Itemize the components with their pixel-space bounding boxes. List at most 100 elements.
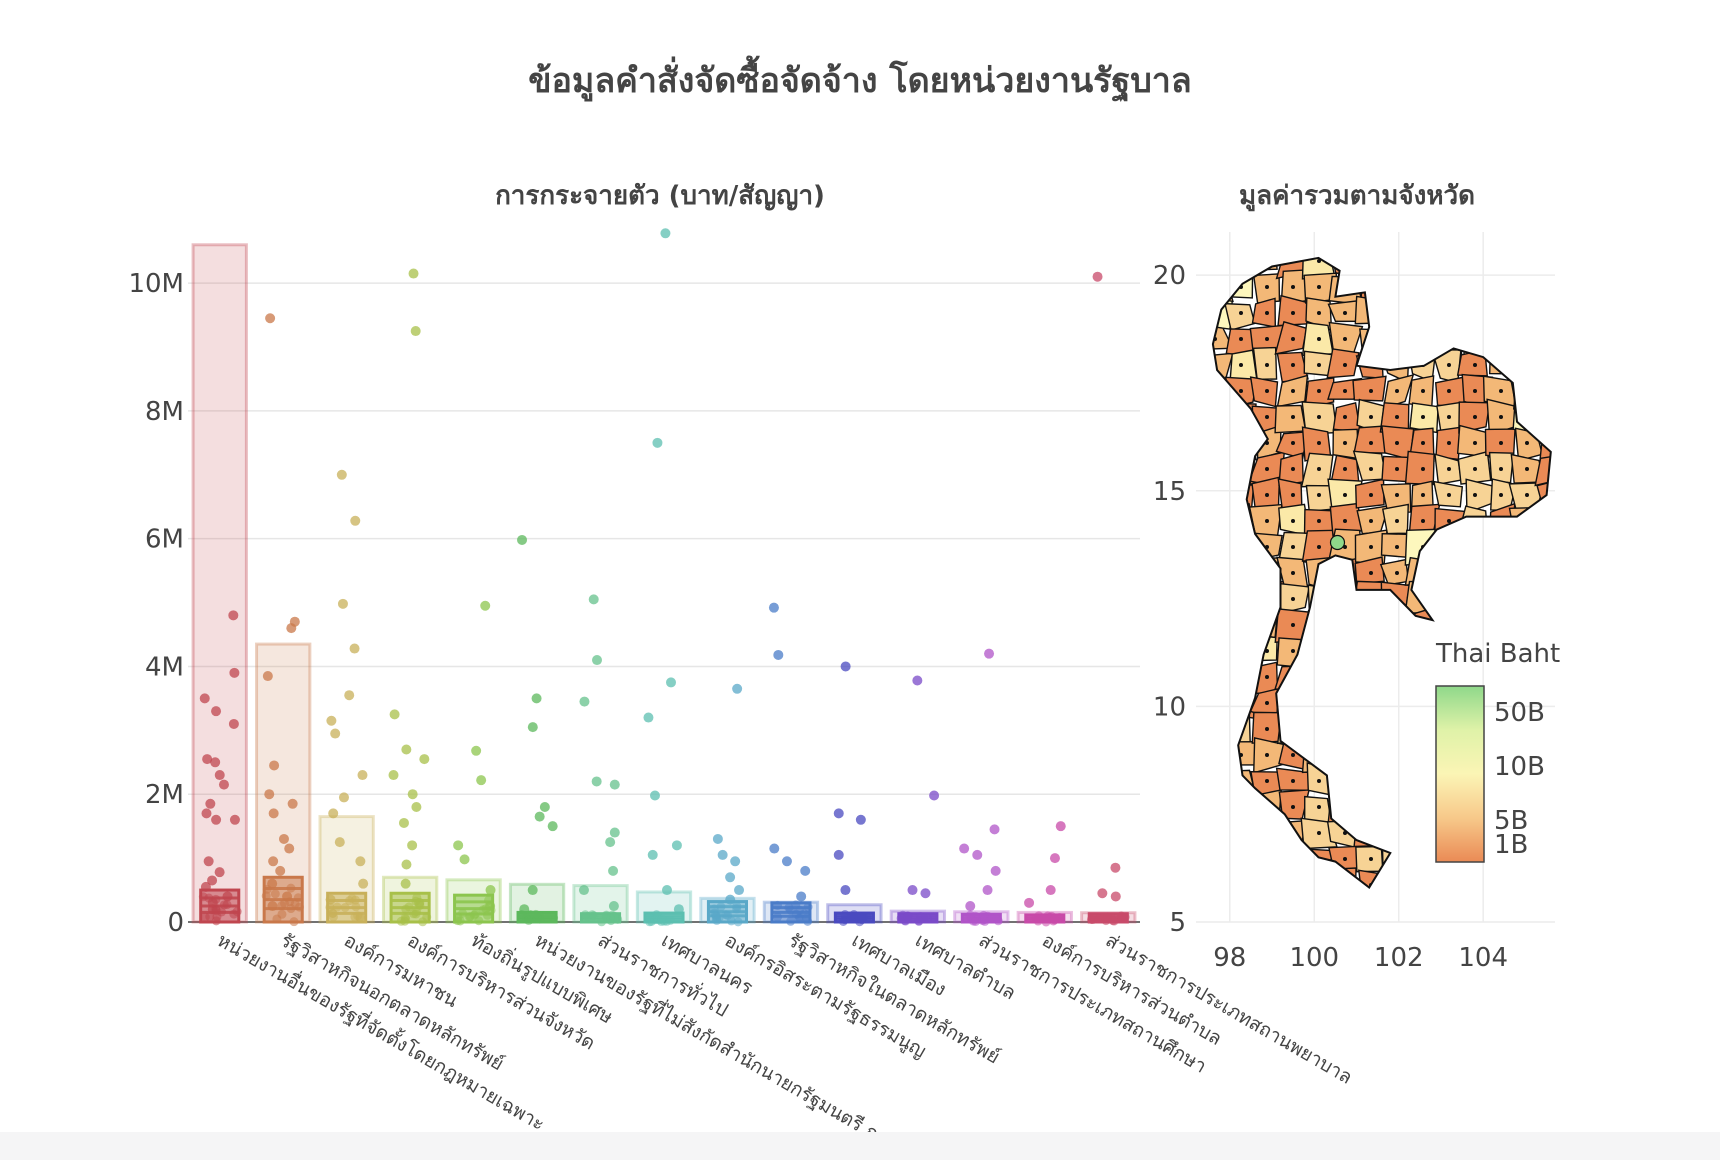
- province-centroid: [1317, 883, 1321, 887]
- data-point: [643, 712, 654, 723]
- province-centroid: [1213, 519, 1217, 523]
- bar-chart-points: [198, 228, 1130, 927]
- province-centroid: [1317, 363, 1321, 367]
- province-centroid: [1239, 545, 1243, 549]
- legend-label: 5B: [1494, 806, 1528, 836]
- province: [1512, 372, 1543, 410]
- province-centroid: [1525, 493, 1529, 497]
- province-centroid: [1473, 571, 1477, 575]
- province: [1456, 609, 1492, 641]
- data-point: [732, 904, 742, 914]
- province-centroid: [1421, 467, 1425, 471]
- data-point: [338, 792, 349, 803]
- province-centroid: [1499, 337, 1503, 341]
- province-centroid: [1343, 441, 1347, 445]
- province-centroid: [1447, 259, 1451, 263]
- province-centroid: [1343, 571, 1347, 575]
- province-centroid: [1395, 493, 1399, 497]
- data-point: [516, 909, 526, 919]
- data-point: [580, 910, 590, 920]
- province-centroid: [1473, 311, 1477, 315]
- province-centroid: [1213, 259, 1217, 263]
- province-centroid: [1239, 831, 1243, 835]
- province-centroid: [1369, 857, 1373, 861]
- province-centroid: [1447, 467, 1451, 471]
- province: [1378, 320, 1416, 351]
- province: [1488, 296, 1518, 326]
- bar-chart-bars: [191, 243, 1137, 924]
- province-centroid: [1369, 233, 1373, 237]
- data-point: [262, 884, 272, 894]
- data-point: [214, 770, 225, 781]
- province: [1356, 711, 1383, 743]
- province-centroid: [1291, 545, 1295, 549]
- province: [1434, 219, 1463, 247]
- province: [1404, 845, 1437, 878]
- data-point: [459, 854, 470, 865]
- data-point: [781, 856, 792, 867]
- data-point: [270, 889, 280, 899]
- province: [1251, 297, 1277, 328]
- province-centroid: [1291, 831, 1295, 835]
- province: [1304, 716, 1332, 744]
- province: [1488, 895, 1519, 928]
- data-point: [398, 817, 409, 828]
- province-centroid: [1369, 519, 1373, 523]
- province-centroid: [1187, 753, 1191, 757]
- province: [1464, 257, 1491, 274]
- province-centroid: [1369, 909, 1373, 913]
- province: [1327, 788, 1364, 824]
- province-centroid: [1369, 545, 1373, 549]
- bottom-scroll-area: [0, 1132, 1720, 1160]
- province: [1430, 257, 1466, 279]
- data-point: [480, 600, 491, 611]
- province: [1175, 347, 1203, 381]
- province-centroid: [1473, 597, 1477, 601]
- data-point: [222, 891, 233, 902]
- province: [1329, 581, 1358, 616]
- data-point: [401, 744, 412, 755]
- y-tick-label: 4M: [145, 652, 184, 682]
- province: [1486, 866, 1519, 888]
- province-centroid: [1343, 779, 1347, 783]
- data-point: [228, 718, 239, 729]
- province-centroid: [1291, 389, 1295, 393]
- province-centroid: [1551, 831, 1555, 835]
- province-centroid: [1551, 415, 1555, 419]
- province-centroid: [1239, 883, 1243, 887]
- province: [1177, 662, 1205, 693]
- province-centroid: [1499, 467, 1503, 471]
- data-point: [401, 859, 412, 870]
- province-centroid: [1447, 597, 1451, 601]
- bar-chart-y-axis: 0 2M 4M 6M 8M 10M: [128, 269, 184, 938]
- data-point: [455, 916, 465, 926]
- data-point: [734, 885, 745, 896]
- data-point: [1037, 913, 1047, 923]
- province-centroid: [1447, 363, 1451, 367]
- province-centroid: [1421, 337, 1425, 341]
- province-centroid: [1395, 545, 1399, 549]
- province: [1537, 294, 1551, 327]
- data-point: [476, 775, 487, 786]
- data-point: [587, 910, 597, 920]
- province-centroid: [1551, 311, 1555, 315]
- province-centroid: [1317, 311, 1321, 315]
- page-title: ข้อมูลคำสั่งจัดซื้อจัดจ้าง โดยหน่วยงานรั…: [528, 55, 1191, 103]
- data-point: [671, 840, 682, 851]
- province-centroid: [1525, 389, 1529, 393]
- data-point: [340, 903, 350, 913]
- province: [1407, 632, 1437, 669]
- data-point: [199, 693, 210, 704]
- data-point: [992, 914, 1002, 924]
- province: [1308, 220, 1336, 247]
- province-centroid: [1447, 623, 1451, 627]
- data-point: [349, 643, 360, 654]
- data-point: [265, 313, 276, 324]
- province: [1458, 873, 1494, 888]
- province-centroid: [1239, 597, 1243, 601]
- province-centroid: [1213, 675, 1217, 679]
- province-centroid: [1473, 389, 1477, 393]
- province: [1537, 506, 1551, 539]
- province-centroid: [1525, 545, 1529, 549]
- province-centroid: [1525, 467, 1529, 471]
